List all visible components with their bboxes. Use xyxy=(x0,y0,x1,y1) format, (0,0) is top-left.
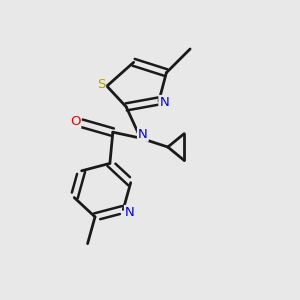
Text: S: S xyxy=(97,78,105,91)
Text: O: O xyxy=(70,115,80,128)
Text: N: N xyxy=(138,128,148,141)
Text: N: N xyxy=(125,206,135,219)
Text: N: N xyxy=(159,96,169,109)
